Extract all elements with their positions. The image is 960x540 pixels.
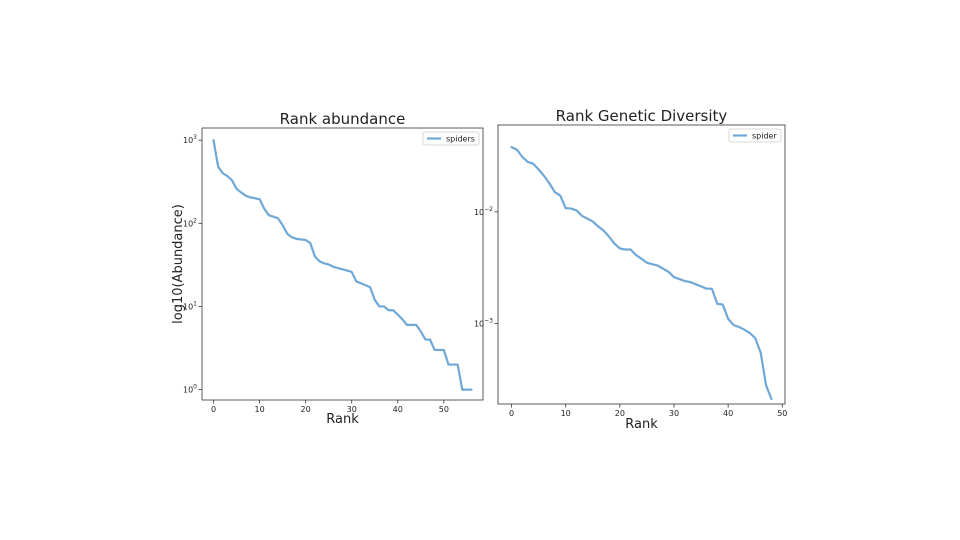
y-tick-label: 10−2 [474, 206, 493, 217]
series-line-spider [510, 146, 773, 401]
chart-title: Rank abundance [280, 110, 406, 128]
legend: spiders [422, 131, 480, 146]
x-tick-label: 40 [393, 405, 403, 414]
x-tick-label: 10 [254, 405, 264, 414]
legend-label: spiders [446, 135, 475, 144]
chart-1: Rank abundance 0 10 20 30 40 50 100 101 102 103 Ran… [171, 110, 484, 427]
x-axis-label: Rank [625, 417, 658, 432]
y-axis-label: log10(Abundance) [171, 204, 186, 324]
chart-title: Rank Genetic Diversity [556, 107, 728, 125]
plot-frame [201, 127, 484, 401]
x-tick-label: 50 [777, 409, 787, 418]
legend: spider [728, 128, 782, 143]
legend-label: spider [752, 132, 777, 141]
series-line-spiders [212, 139, 473, 391]
plot-frame [497, 124, 786, 405]
y-tick-label: 10−3 [474, 317, 493, 328]
x-tick-label: 20 [615, 409, 625, 418]
y-tick-label: 103 [183, 134, 197, 145]
x-tick-label: 0 [509, 409, 514, 418]
y-tick-label: 100 [183, 384, 197, 395]
x-tick-label: 20 [301, 405, 311, 414]
x-tick-label: 50 [439, 405, 449, 414]
legend-box [728, 128, 782, 143]
y-tick-label: 101 [183, 300, 197, 311]
legend-box [422, 131, 480, 146]
y-tick-label: 102 [183, 217, 197, 228]
x-tick-label: 0 [211, 405, 216, 414]
x-tick-label: 10 [561, 409, 571, 418]
x-tick-label: 40 [723, 409, 733, 418]
chart-2: Rank Genetic Diversity 0 10 20 30 40 50 10−3 10−… [474, 107, 787, 432]
x-tick-label: 30 [347, 405, 357, 414]
x-tick-label: 30 [669, 409, 679, 418]
x-axis-label: Rank [326, 412, 359, 427]
